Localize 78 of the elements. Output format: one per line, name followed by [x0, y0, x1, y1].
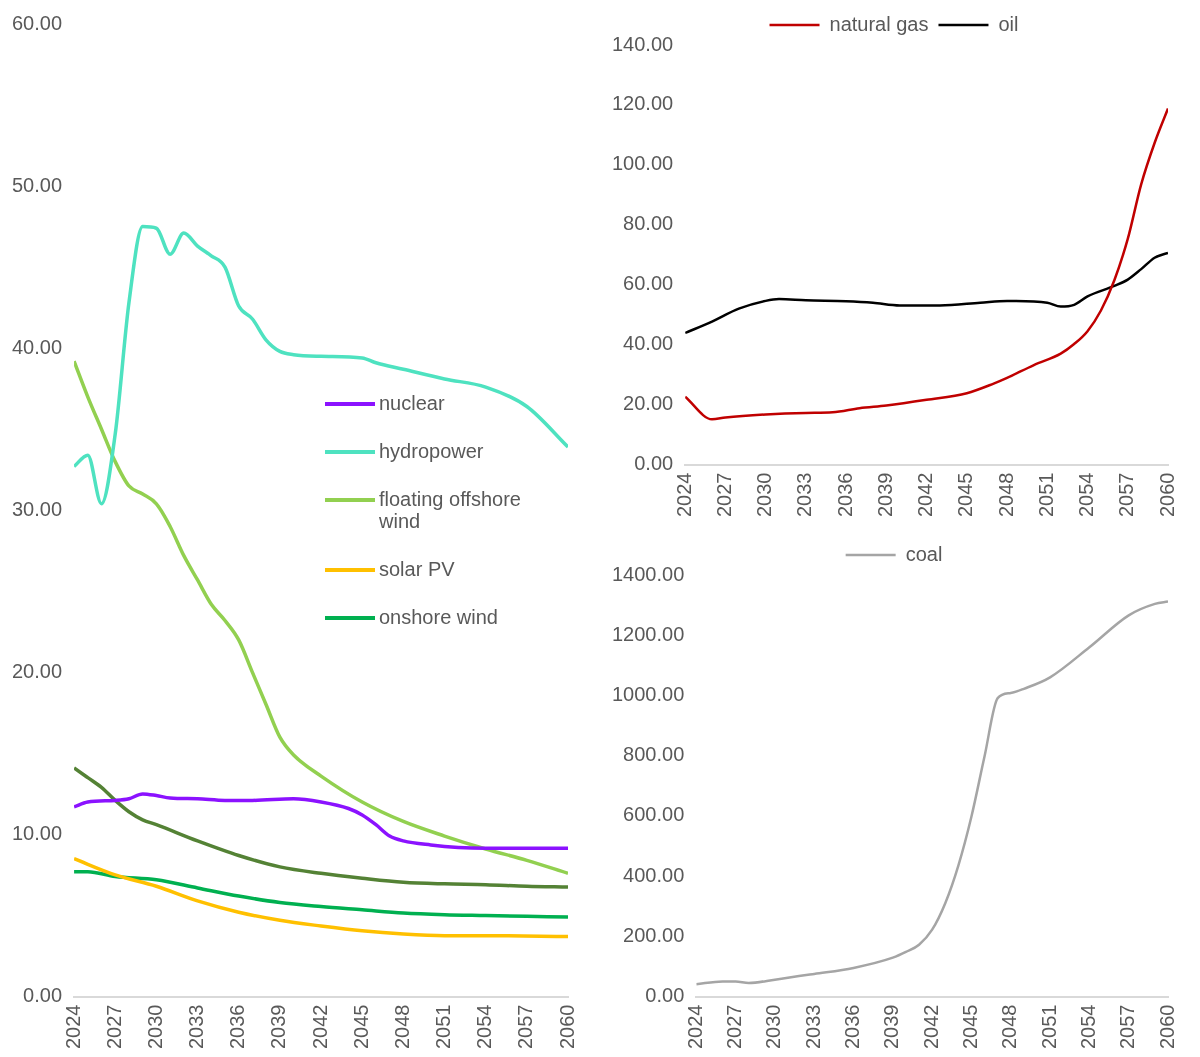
legend-label: nuclear [379, 392, 445, 414]
x-tick-label: 2024 [61, 1004, 84, 1050]
y-tick-label: 200.00 [623, 923, 685, 946]
x-tick-label: 2060 [1155, 472, 1178, 518]
x-tick-label: 2048 [994, 472, 1017, 518]
legend-label: hydropower [379, 440, 484, 462]
y-tick-label: 40.00 [11, 335, 63, 358]
x-tick-label: 2060 [555, 1004, 578, 1050]
x-tick-label: 2048 [998, 1004, 1021, 1050]
y-tick-label: 20.00 [623, 392, 674, 415]
legend-label: onshore wind [379, 606, 498, 628]
y-tick-label: 100.00 [612, 152, 674, 175]
x-tick-label: 2030 [753, 472, 776, 518]
x-tick-label: 2039 [267, 1004, 290, 1050]
line-series [696, 600, 1168, 986]
x-tick-label: 2057 [514, 1004, 537, 1050]
x-tick-label: 2036 [841, 1004, 864, 1050]
y-tick-label: 1000.00 [612, 682, 685, 705]
line-series [685, 251, 1168, 335]
line-series [74, 359, 568, 876]
x-tick-label: 2039 [880, 1004, 903, 1050]
y-tick-label: 140.00 [612, 32, 674, 55]
legend-label: natural gas [829, 12, 929, 35]
y-tick-label: 1400.00 [612, 562, 685, 585]
x-tick-label: 2036 [226, 1004, 249, 1050]
x-tick-label: 2033 [793, 472, 816, 518]
legend-label: coal [905, 542, 943, 565]
legend-label: solar PV [379, 558, 455, 580]
y-tick-label: 80.00 [623, 212, 674, 235]
y-tick-label: 120.00 [612, 92, 674, 115]
x-tick-label: 2045 [954, 472, 977, 518]
x-tick-label: 2054 [473, 1004, 496, 1050]
y-tick-label: 40.00 [623, 332, 674, 355]
x-tick-label: 2033 [185, 1004, 208, 1050]
x-tick-label: 2042 [914, 472, 937, 518]
x-tick-label: 2045 [958, 1004, 981, 1050]
x-tick-label: 2054 [1075, 472, 1098, 518]
line-series [685, 107, 1168, 421]
y-tick-label: 10.00 [11, 821, 63, 844]
y-tick-label: 30.00 [11, 497, 63, 520]
y-tick-label: 1200.00 [612, 622, 685, 645]
y-tick-label: 0.00 [634, 452, 674, 475]
x-tick-label: 2057 [1116, 1004, 1139, 1050]
x-tick-label: 2024 [683, 1004, 706, 1050]
x-tick-label: 2057 [1115, 472, 1138, 518]
legend-label: oil [998, 12, 1019, 35]
y-tick-label: 800.00 [623, 743, 685, 766]
line-series [74, 792, 568, 850]
x-tick-label: 2027 [712, 472, 735, 518]
line-series [74, 856, 568, 939]
legend-label: floating offshore wind [379, 488, 522, 532]
y-tick-label: 20.00 [11, 659, 63, 682]
y-tick-label: 60.00 [623, 272, 674, 295]
x-tick-label: 2024 [672, 472, 695, 518]
y-tick-label: 600.00 [623, 803, 685, 826]
y-tick-label: 400.00 [623, 863, 685, 886]
x-tick-label: 2027 [723, 1004, 746, 1050]
x-tick-label: 2042 [308, 1004, 331, 1050]
x-tick-label: 2060 [1155, 1004, 1178, 1050]
x-tick-label: 2051 [1037, 1004, 1060, 1050]
x-tick-label: 2048 [390, 1004, 413, 1050]
x-tick-label: 2051 [432, 1004, 455, 1050]
line-series [74, 766, 568, 889]
x-tick-label: 2045 [349, 1004, 372, 1050]
line-series [74, 869, 568, 919]
x-tick-label: 2042 [919, 1004, 942, 1050]
x-tick-label: 2054 [1076, 1004, 1099, 1050]
y-tick-label: 0.00 [23, 984, 63, 1007]
x-tick-label: 2033 [801, 1004, 824, 1050]
x-tick-label: 2036 [833, 472, 856, 518]
x-tick-label: 2039 [873, 472, 896, 518]
x-tick-label: 2051 [1034, 472, 1057, 518]
x-tick-label: 2030 [143, 1004, 166, 1050]
y-tick-label: 0.00 [645, 984, 685, 1007]
y-tick-label: 60.00 [11, 11, 63, 34]
y-tick-label: 50.00 [11, 173, 63, 196]
x-tick-label: 2027 [102, 1004, 125, 1050]
x-tick-label: 2030 [762, 1004, 785, 1050]
